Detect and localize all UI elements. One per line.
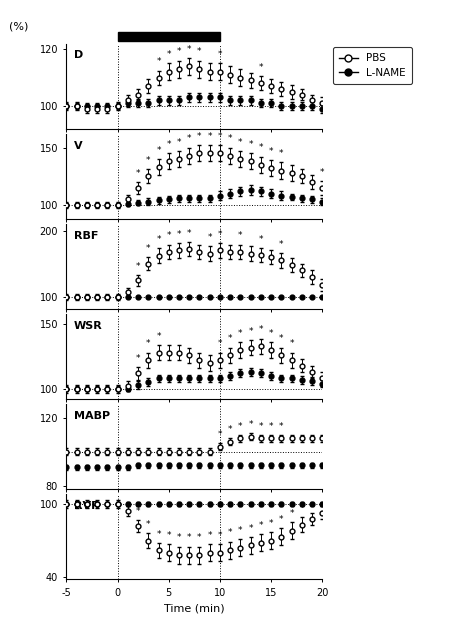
Text: RBF: RBF — [74, 231, 99, 240]
Text: *: * — [187, 135, 191, 143]
Text: *: * — [146, 156, 151, 165]
Text: *: * — [228, 528, 232, 538]
Text: *: * — [269, 519, 273, 528]
Text: *: * — [197, 132, 202, 141]
Text: *: * — [279, 150, 283, 158]
Text: *: * — [279, 335, 283, 343]
Text: *: * — [187, 229, 191, 237]
Text: *: * — [208, 132, 212, 141]
Text: *: * — [136, 506, 140, 516]
Text: *: * — [320, 168, 325, 177]
Text: *: * — [218, 132, 222, 141]
Text: *: * — [146, 244, 151, 253]
Text: WSR: WSR — [74, 321, 103, 331]
Text: *: * — [300, 504, 304, 513]
Text: *: * — [208, 233, 212, 242]
Text: *: * — [218, 230, 222, 239]
Text: *: * — [197, 47, 202, 56]
Text: *: * — [259, 143, 263, 153]
Text: *: * — [228, 425, 232, 434]
Text: *: * — [259, 422, 263, 430]
Text: *: * — [166, 50, 171, 59]
Text: *: * — [269, 147, 273, 156]
Text: *: * — [208, 531, 212, 540]
Text: MABP: MABP — [74, 411, 110, 421]
Text: *: * — [248, 326, 253, 336]
Text: RVR: RVR — [74, 501, 100, 511]
Text: *: * — [177, 47, 181, 56]
Text: *: * — [218, 50, 222, 59]
Text: *: * — [197, 533, 202, 543]
Text: *: * — [279, 515, 283, 524]
Text: *: * — [146, 520, 151, 529]
Text: *: * — [136, 169, 140, 178]
Text: *: * — [238, 526, 243, 535]
Text: *: * — [279, 240, 283, 249]
Text: *: * — [238, 231, 243, 240]
Text: *: * — [156, 331, 161, 341]
Text: *: * — [218, 340, 222, 348]
Text: *: * — [259, 63, 263, 72]
Text: *: * — [238, 329, 243, 338]
Text: *: * — [289, 509, 294, 518]
Text: *: * — [156, 530, 161, 539]
Text: *: * — [269, 329, 273, 338]
Text: *: * — [156, 146, 161, 155]
Text: *: * — [238, 422, 243, 430]
Legend: PBS, L-NAME: PBS, L-NAME — [333, 47, 412, 83]
Text: *: * — [228, 335, 232, 343]
Text: *: * — [289, 340, 294, 348]
Text: *: * — [279, 422, 283, 430]
Text: *: * — [177, 533, 181, 543]
Text: D: D — [74, 50, 83, 60]
Text: (%): (%) — [9, 22, 29, 32]
Text: *: * — [166, 231, 171, 240]
Text: *: * — [156, 235, 161, 244]
Text: *: * — [177, 230, 181, 239]
X-axis label: Time (min): Time (min) — [164, 603, 225, 613]
Text: *: * — [259, 521, 263, 530]
Text: *: * — [248, 420, 253, 429]
Text: *: * — [146, 340, 151, 348]
Text: *: * — [187, 44, 191, 54]
Text: *: * — [166, 140, 171, 149]
Text: *: * — [166, 531, 171, 540]
Text: *: * — [187, 533, 191, 543]
Text: *: * — [228, 135, 232, 143]
Text: *: * — [269, 422, 273, 430]
Text: *: * — [177, 138, 181, 147]
Text: *: * — [218, 430, 222, 439]
Text: *: * — [218, 531, 222, 540]
Text: *: * — [248, 523, 253, 533]
Text: *: * — [259, 235, 263, 244]
Text: *: * — [259, 325, 263, 335]
Text: V: V — [74, 141, 82, 151]
Text: *: * — [136, 354, 140, 363]
Text: *: * — [248, 140, 253, 149]
Text: *: * — [156, 57, 161, 66]
Text: *: * — [136, 262, 140, 271]
Text: *: * — [238, 138, 243, 147]
